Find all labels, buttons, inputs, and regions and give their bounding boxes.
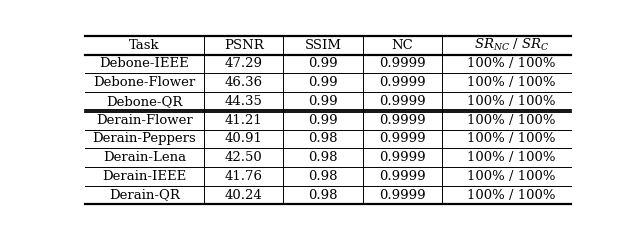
Text: SSIM: SSIM (305, 39, 342, 52)
Text: 100% / 100%: 100% / 100% (467, 76, 556, 89)
Text: 41.76: 41.76 (225, 170, 262, 183)
Text: NC: NC (392, 39, 413, 52)
Text: 40.24: 40.24 (225, 189, 262, 202)
Text: 100% / 100%: 100% / 100% (467, 58, 556, 70)
Text: 0.9999: 0.9999 (379, 58, 426, 70)
Text: 0.99: 0.99 (308, 76, 338, 89)
Text: 0.9999: 0.9999 (379, 132, 426, 145)
Text: 44.35: 44.35 (225, 95, 262, 108)
Text: Derain-IEEE: Derain-IEEE (102, 170, 187, 183)
Text: Derain-Lena: Derain-Lena (103, 151, 186, 164)
Text: $SR_{NC}$ / $SR_{C}$: $SR_{NC}$ / $SR_{C}$ (474, 37, 549, 53)
Text: 0.9999: 0.9999 (379, 189, 426, 202)
Text: 0.9999: 0.9999 (379, 151, 426, 164)
Text: 0.9999: 0.9999 (379, 114, 426, 127)
Text: 42.50: 42.50 (225, 151, 262, 164)
Text: 100% / 100%: 100% / 100% (467, 114, 556, 127)
Text: Debone-Flower: Debone-Flower (93, 76, 196, 89)
Text: Debone-QR: Debone-QR (106, 95, 182, 108)
Text: 0.9999: 0.9999 (379, 95, 426, 108)
Text: 0.99: 0.99 (308, 58, 338, 70)
Text: 0.99: 0.99 (308, 95, 338, 108)
Text: 100% / 100%: 100% / 100% (467, 95, 556, 108)
Text: 100% / 100%: 100% / 100% (467, 170, 556, 183)
Text: 0.98: 0.98 (308, 151, 338, 164)
Text: 40.91: 40.91 (225, 132, 262, 145)
Text: PSNR: PSNR (224, 39, 264, 52)
Text: 0.98: 0.98 (308, 170, 338, 183)
Text: Task: Task (129, 39, 160, 52)
Text: 100% / 100%: 100% / 100% (467, 132, 556, 145)
Text: 0.99: 0.99 (308, 114, 338, 127)
Text: 0.9999: 0.9999 (379, 76, 426, 89)
Text: 0.98: 0.98 (308, 132, 338, 145)
Text: 100% / 100%: 100% / 100% (467, 189, 556, 202)
Text: 46.36: 46.36 (225, 76, 263, 89)
Text: 100% / 100%: 100% / 100% (467, 151, 556, 164)
Text: 0.98: 0.98 (308, 189, 338, 202)
Text: 41.21: 41.21 (225, 114, 262, 127)
Text: Derain-Peppers: Derain-Peppers (93, 132, 196, 145)
Text: Derain-Flower: Derain-Flower (96, 114, 193, 127)
Text: Debone-IEEE: Debone-IEEE (100, 58, 189, 70)
Text: Derain-QR: Derain-QR (109, 189, 180, 202)
Text: 0.9999: 0.9999 (379, 170, 426, 183)
Text: 47.29: 47.29 (225, 58, 262, 70)
